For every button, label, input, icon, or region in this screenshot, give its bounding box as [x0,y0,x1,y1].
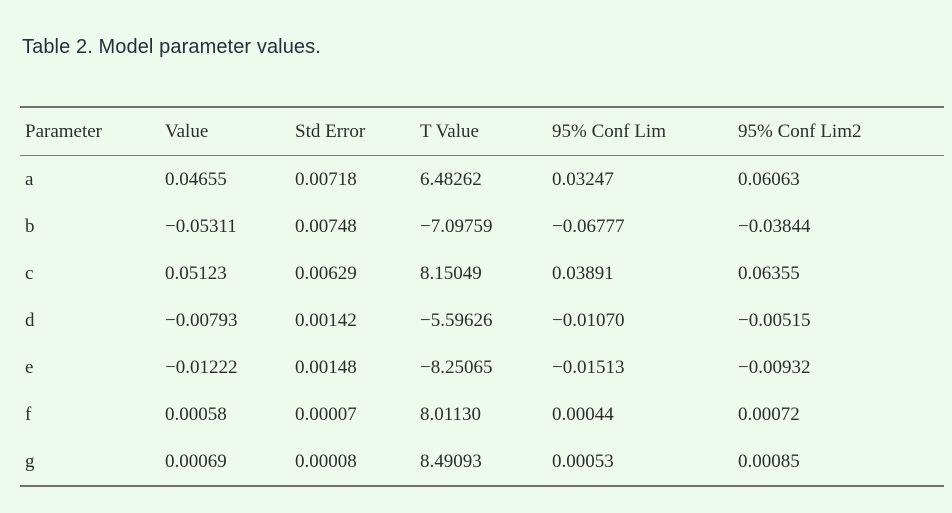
cell-value: 0.00058 [165,403,227,425]
cell-value: 0.00069 [165,450,227,472]
cell-value: −0.00793 [165,309,238,331]
cell-conf-lim2: 0.06063 [738,168,800,190]
cell-std-error: 0.00718 [295,168,357,190]
cell-value: −0.05311 [165,215,237,237]
header-row: Parameter Value Std Error T Value 95% Co… [20,107,944,156]
cell-value: 0.04655 [165,168,227,190]
column-header-value: Value [160,107,290,156]
cell-parameter: f [25,403,32,425]
cell-std-error: 0.00008 [295,450,357,472]
table-row: e −0.01222 0.00148 −8.25065 −0.01513 −0.… [20,344,944,391]
cell-conf-lim2: −0.03844 [738,215,811,237]
parameter-table: Parameter Value Std Error T Value 95% Co… [20,106,944,487]
cell-t-value: 8.49093 [420,450,482,472]
cell-parameter: e [25,356,34,378]
cell-parameter: a [25,168,34,190]
cell-std-error: 0.00629 [295,262,357,284]
table-row: a 0.04655 0.00718 6.48262 0.03247 0.0606… [20,156,944,204]
cell-parameter: d [25,309,35,331]
table-body: a 0.04655 0.00718 6.48262 0.03247 0.0606… [20,156,944,487]
cell-conf-lim2: −0.00932 [738,356,811,378]
cell-conf-lim: −0.01070 [552,309,625,331]
cell-t-value: −5.59626 [420,309,493,331]
cell-std-error: 0.00148 [295,356,357,378]
cell-conf-lim: −0.06777 [552,215,625,237]
cell-t-value: 6.48262 [420,168,482,190]
cell-std-error: 0.00142 [295,309,357,331]
cell-value: −0.01222 [165,356,238,378]
cell-conf-lim: 0.00044 [552,403,614,425]
column-header-conf-lim: 95% Conf Lim [547,107,733,156]
column-header-parameter: Parameter [20,107,160,156]
table-row: c 0.05123 0.00629 8.15049 0.03891 0.0635… [20,250,944,297]
cell-parameter: g [25,450,35,472]
cell-t-value: 8.15049 [420,262,482,284]
column-header-std-error: Std Error [290,107,415,156]
cell-conf-lim2: 0.06355 [738,262,800,284]
cell-value: 0.05123 [165,262,227,284]
cell-conf-lim2: 0.00072 [738,403,800,425]
table-caption: Table 2. Model parameter values. [22,36,321,58]
cell-t-value: −8.25065 [420,356,493,378]
cell-conf-lim: 0.03247 [552,168,614,190]
table-header: Parameter Value Std Error T Value 95% Co… [20,107,944,156]
cell-parameter: c [25,262,34,284]
column-header-conf-lim2: 95% Conf Lim2 [733,107,944,156]
cell-t-value: 8.01130 [420,403,482,425]
cell-conf-lim: −0.01513 [552,356,625,378]
cell-t-value: −7.09759 [420,215,493,237]
table-row: b −0.05311 0.00748 −7.09759 −0.06777 −0.… [20,203,944,250]
table-row: f 0.00058 0.00007 8.01130 0.00044 0.0007… [20,391,944,438]
cell-conf-lim2: 0.00085 [738,450,800,472]
table-row: g 0.00069 0.00008 8.49093 0.00053 0.0008… [20,438,944,486]
column-header-t-value: T Value [415,107,547,156]
cell-conf-lim: 0.00053 [552,450,614,472]
table-row: d −0.00793 0.00142 −5.59626 −0.01070 −0.… [20,297,944,344]
cell-parameter: b [25,215,35,237]
cell-std-error: 0.00748 [295,215,357,237]
cell-std-error: 0.00007 [295,403,357,425]
cell-conf-lim2: −0.00515 [738,309,811,331]
cell-conf-lim: 0.03891 [552,262,614,284]
